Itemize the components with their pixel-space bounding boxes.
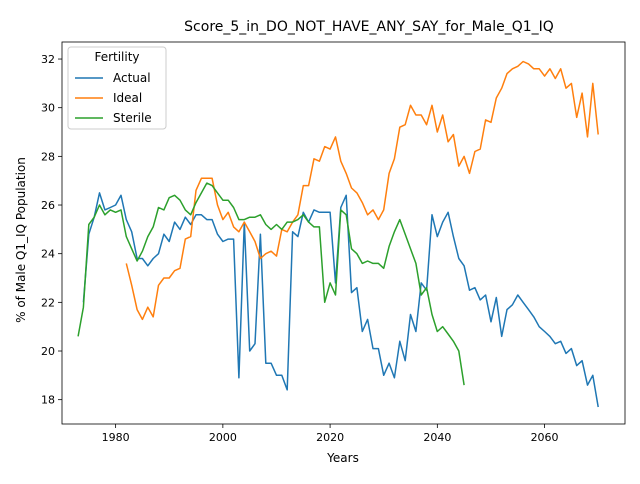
chart-title: Score_5_in_DO_NOT_HAVE_ANY_SAY_for_Male_… — [184, 19, 554, 35]
y-tick-label: 18 — [41, 394, 55, 407]
legend-label-actual: Actual — [113, 71, 151, 85]
x-axis: 1980 2000 2020 2040 2060 — [102, 424, 559, 444]
series-line-ideal — [125, 60, 599, 321]
x-tick-label: 2040 — [423, 431, 451, 444]
legend-label-ideal: Ideal — [113, 91, 142, 105]
series-line-sterile — [77, 182, 465, 386]
series-line-actual — [82, 192, 599, 408]
y-tick-label: 30 — [41, 102, 55, 115]
y-tick-label: 20 — [41, 345, 55, 358]
y-tick-label: 32 — [41, 53, 55, 66]
y-tick-label: 24 — [41, 248, 55, 261]
y-tick-label: 22 — [41, 296, 55, 309]
y-tick-label: 26 — [41, 199, 55, 212]
x-axis-label: Years — [326, 451, 359, 465]
plot-frame — [61, 41, 626, 425]
legend-box — [67, 46, 167, 130]
x-tick-label: 1980 — [102, 431, 130, 444]
y-axis-label: % of Male Q1_IQ Population — [14, 157, 28, 323]
x-tick-label: 2000 — [209, 431, 237, 444]
legend-label-sterile: Sterile — [113, 111, 152, 125]
y-axis: 18 20 22 24 26 28 30 32 — [41, 53, 62, 407]
plot-area — [77, 60, 599, 408]
legend-title: Fertility — [94, 50, 139, 64]
x-tick-label: 2020 — [316, 431, 344, 444]
legend: Fertility Actual Ideal Sterile — [67, 46, 167, 130]
x-tick-label: 2060 — [531, 431, 559, 444]
y-tick-label: 28 — [41, 150, 55, 163]
